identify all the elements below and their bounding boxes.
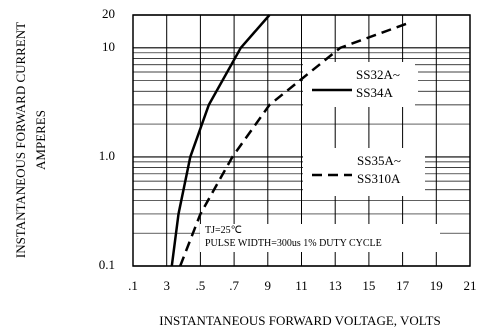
series-line bbox=[170, 14, 271, 267]
plot-frame bbox=[132, 14, 471, 267]
series-line bbox=[179, 21, 410, 267]
x-tick-label: .7 bbox=[229, 278, 239, 293]
x-tick-label: .5 bbox=[196, 278, 206, 293]
x-tick-label: 11 bbox=[295, 278, 308, 293]
x-tick-label: 15 bbox=[362, 278, 375, 293]
legend-label: SS35A~ SS310A bbox=[357, 152, 419, 188]
legend-label: SS32A~ SS34A bbox=[356, 66, 418, 102]
x-tick-label: 17 bbox=[396, 278, 410, 293]
x-tick-label: 9 bbox=[265, 278, 272, 293]
y-tick-label: 0.1 bbox=[99, 257, 115, 272]
x-tick-label: 13 bbox=[329, 278, 342, 293]
y-tick-label: 20 bbox=[102, 6, 115, 21]
annotation: PULSE WIDTH=300us 1% DUTY CYCLE bbox=[205, 237, 382, 251]
y-tick-label: 10 bbox=[102, 39, 115, 54]
x-tick-label: 3 bbox=[163, 278, 170, 293]
x-tick-label: 21 bbox=[464, 278, 477, 293]
annotation: TJ=25℃ bbox=[205, 224, 242, 238]
x-tick-label: .1 bbox=[128, 278, 138, 293]
y-axis-label: INSTANTANEOUS FORWARD CURRENT bbox=[13, 22, 28, 258]
y-tick-label: 1.0 bbox=[99, 148, 115, 163]
y-axis-label: AMPERES bbox=[33, 110, 48, 170]
x-axis-label: INSTANTANEOUS FORWARD VOLTAGE, VOLTS bbox=[159, 313, 440, 328]
x-tick-label: 19 bbox=[430, 278, 443, 293]
